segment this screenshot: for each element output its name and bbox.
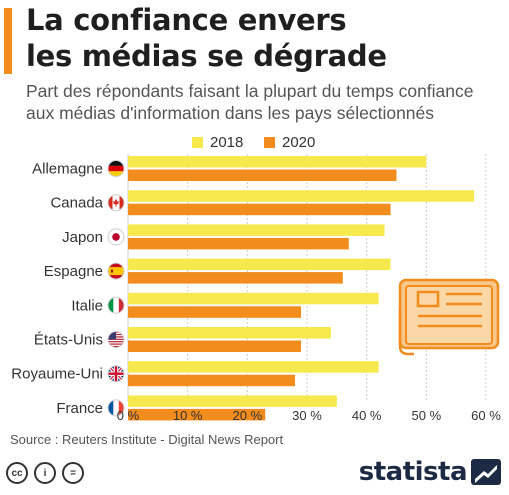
legend-swatch-2018: [192, 136, 203, 148]
bar-2020: [128, 169, 397, 181]
chart-flags: [107, 160, 125, 417]
flag-uk-icon: [107, 365, 125, 383]
category-label: États-Unis: [34, 332, 103, 349]
flag-germany-icon: [107, 160, 125, 177]
title-accent-bar: [4, 8, 12, 74]
x-tick-label: 20 %: [233, 408, 263, 423]
license-icons: cc i =: [6, 462, 90, 488]
flag-spain-icon: [107, 262, 125, 280]
bar-2018: [128, 190, 475, 202]
chart-legend: 2018 2020: [0, 132, 509, 152]
x-tick-label: 30 %: [292, 408, 322, 423]
legend-label-2020: 2020: [282, 133, 316, 151]
category-label: Royaume-Uni: [11, 366, 103, 383]
category-label: Italie: [71, 297, 103, 314]
bar-2018: [128, 224, 385, 236]
bar-2018: [128, 156, 427, 168]
title-line-2: les médias se dégrade: [26, 39, 387, 73]
bar-2020: [128, 203, 391, 216]
legend-item-2018: 2018: [192, 132, 243, 152]
bar-2020: [128, 272, 343, 284]
subtitle-line-2: aux médias d'information dans les pays s…: [26, 103, 435, 123]
source-note: Source : Reuters Institute - Digital New…: [10, 432, 284, 447]
flag-france-icon: [107, 399, 125, 417]
x-tick-label: 0 %: [117, 408, 140, 423]
bar-2018: [128, 258, 391, 271]
category-label: France: [56, 400, 103, 417]
bar-2020: [128, 374, 296, 387]
page-subtitle: Part des répondants faisant la plupart d…: [26, 80, 504, 124]
bar-2020: [128, 408, 266, 421]
x-tick-label: 40 %: [352, 408, 382, 423]
legend-label-2018: 2018: [210, 133, 244, 151]
x-tick-label: 10 %: [173, 408, 203, 423]
bar-2018: [128, 327, 331, 339]
category-label: Japon: [62, 229, 103, 246]
bar-2020: [128, 237, 349, 250]
bar-2018: [128, 292, 379, 305]
newspaper-icon: [398, 278, 500, 356]
category-label: Espagne: [44, 263, 103, 280]
statista-logo-text: statista: [358, 457, 468, 487]
flag-usa-icon: [107, 331, 125, 348]
statista-logo[interactable]: statista: [359, 457, 501, 487]
chart-category-labels: Allemagne Canada Japon Espagne Italie États-U…: [11, 161, 103, 417]
no-derivatives-icon[interactable]: =: [62, 462, 84, 484]
category-label: Allemagne: [32, 161, 103, 178]
legend-swatch-2020: [264, 136, 275, 148]
flag-canada-icon: [107, 194, 125, 212]
category-label: Canada: [50, 195, 103, 212]
legend-item-2020: 2020: [264, 132, 315, 152]
x-tick-label: 60 %: [471, 408, 501, 423]
chart-x-ticks: 0 % 10 % 20 % 30 % 40 % 50 % 60 %: [117, 408, 501, 423]
subtitle-line-1: Part des répondants faisant la plupart d…: [26, 81, 474, 101]
bar-chart: Allemagne Canada Japon Espagne Italie États-U…: [11, 154, 501, 423]
x-tick-label: 50 %: [412, 408, 442, 423]
bar-2020: [128, 306, 302, 318]
cc-icon[interactable]: cc: [6, 462, 28, 484]
bar-2018: [128, 395, 337, 407]
bar-2018: [128, 361, 379, 373]
attribution-icon[interactable]: i: [34, 462, 56, 484]
title-line-1: La confiance envers: [26, 3, 347, 37]
statista-logo-icon: [471, 459, 501, 485]
bar-2020: [128, 340, 302, 352]
flag-japan-icon: [107, 228, 125, 246]
chart-bars: [128, 156, 475, 421]
page-title: La confiance envers les médias se dégrad…: [26, 2, 387, 74]
flag-italy-icon: [107, 296, 125, 314]
